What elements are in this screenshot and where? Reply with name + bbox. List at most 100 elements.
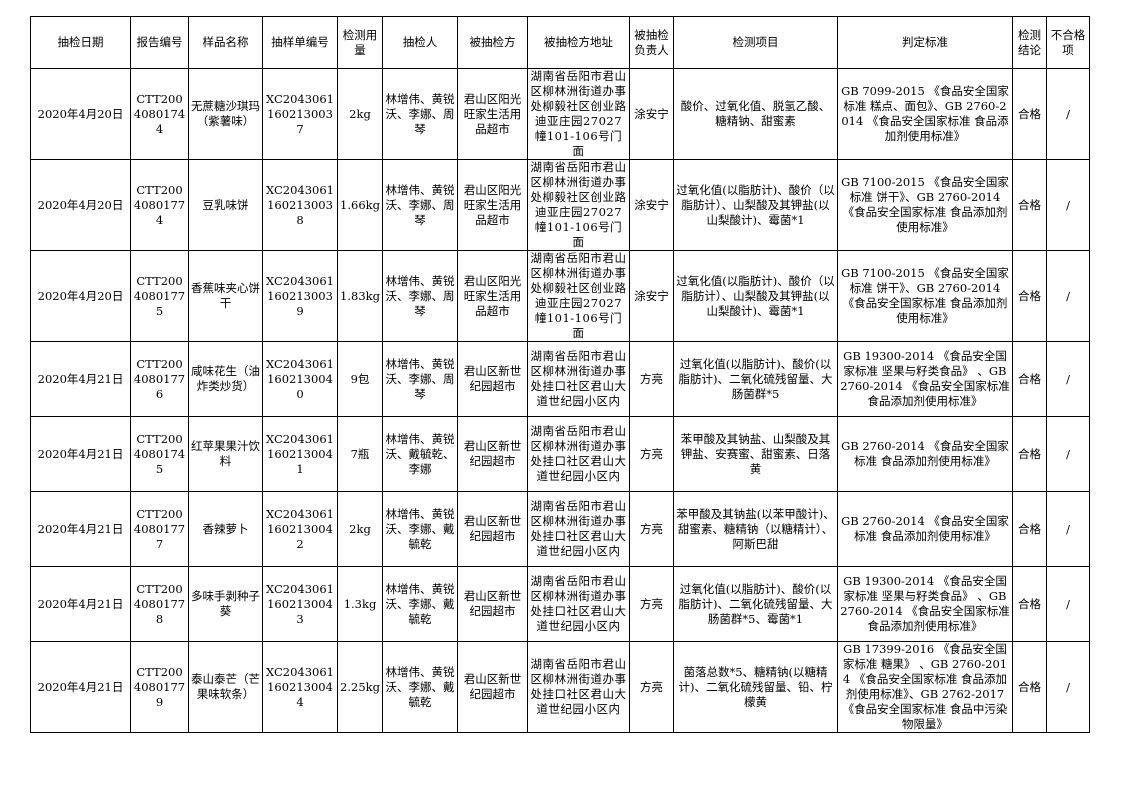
cell-test-items: 过氧化值(以脂肪计)、酸价（以脂肪计）、山梨酸及其钾盐(以山梨酸计)、霉菌*1 xyxy=(673,159,838,251)
cell-conclusion: 合格 xyxy=(1012,416,1047,492)
cell-quantity: 2kg xyxy=(337,68,383,160)
cell-sampling-no: XC20430611602130041 xyxy=(262,416,338,492)
cell-inspector: 林增伟、黄锐沃、李娜、周琴 xyxy=(382,159,458,251)
cell-address: 湖南省岳阳市君山区柳林洲街道办事处挂口社区君山大道世纪园小区内 xyxy=(527,341,630,417)
cell-nonconforming: / xyxy=(1046,159,1090,251)
cell-nonconforming: / xyxy=(1046,641,1090,733)
cell-conclusion: 合格 xyxy=(1012,566,1047,642)
cell-address: 湖南省岳阳市君山区柳林洲街道办事处柳毅社区创业路迪亚庄园27027幢101-10… xyxy=(527,250,630,342)
cell-date: 2020年4月21日 xyxy=(30,416,131,492)
cell-sampling-no: XC20430611602130043 xyxy=(262,566,338,642)
cell-date: 2020年4月20日 xyxy=(30,159,131,251)
cell-inspected-party: 君山区阳光旺家生活用品超市 xyxy=(457,250,528,342)
cell-nonconforming: / xyxy=(1046,491,1090,567)
cell-conclusion: 合格 xyxy=(1012,341,1047,417)
table-row: 2020年4月21日 CTT20040801776 咸味花生（油炸类炒货） XC204… xyxy=(30,341,1090,417)
cell-quantity: 7瓶 xyxy=(337,416,383,492)
cell-address: 湖南省岳阳市君山区柳林洲街道办事处柳毅社区创业路迪亚庄园27027幢101-10… xyxy=(527,159,630,251)
cell-nonconforming: / xyxy=(1046,250,1090,342)
cell-inspected-party: 君山区新世纪园超市 xyxy=(457,341,528,417)
cell-quantity: 1.3kg xyxy=(337,566,383,642)
header-date: 抽检日期 xyxy=(30,16,131,69)
cell-address: 湖南省岳阳市君山区柳林洲街道办事处挂口社区君山大道世纪园小区内 xyxy=(527,491,630,567)
cell-sample-name: 香辣萝卜 xyxy=(188,491,263,567)
cell-conclusion: 合格 xyxy=(1012,159,1047,251)
cell-sampling-no: XC20430611602130040 xyxy=(262,341,338,417)
header-test-items: 检测项目 xyxy=(673,16,838,69)
cell-test-items: 过氧化值(以脂肪计)、酸价(以脂肪计)、二氧化硫残留量、大肠菌群*5、霉菌*1 xyxy=(673,566,838,642)
cell-report-no: CTT20040801745 xyxy=(130,416,189,492)
cell-date: 2020年4月20日 xyxy=(30,250,131,342)
cell-responsible-person: 方亮 xyxy=(629,641,674,733)
cell-test-items: 酸价、过氧化值、脱氢乙酸、糖精钠、甜蜜素 xyxy=(673,68,838,160)
cell-address: 湖南省岳阳市君山区柳林洲街道办事处挂口社区君山大道世纪园小区内 xyxy=(527,641,630,733)
cell-conclusion: 合格 xyxy=(1012,641,1047,733)
header-quantity: 检测用量 xyxy=(337,16,383,69)
cell-conclusion: 合格 xyxy=(1012,68,1047,160)
header-responsible-person: 被抽检负责人 xyxy=(629,16,674,69)
cell-responsible-person: 方亮 xyxy=(629,491,674,567)
cell-nonconforming: / xyxy=(1046,566,1090,642)
cell-sample-name: 泰山泰芒（芒果味软条） xyxy=(188,641,263,733)
cell-date: 2020年4月21日 xyxy=(30,566,131,642)
cell-report-no: CTT20040801776 xyxy=(130,341,189,417)
header-sample-name: 样品名称 xyxy=(188,16,263,69)
cell-inspector: 林增伟、黄锐沃、李娜、周琴 xyxy=(382,68,458,160)
cell-standard: GB 19300-2014 《食品安全国家标准 坚果与籽类食品》 、GB 276… xyxy=(837,566,1013,642)
table-row: 2020年4月20日 CTT20040801775 香蕉味夹心饼干 XC2043061… xyxy=(30,250,1090,342)
table-row: 2020年4月21日 CTT20040801745 红苹果果汁饮料 XC2043061… xyxy=(30,416,1090,492)
cell-report-no: CTT20040801774 xyxy=(130,159,189,251)
cell-nonconforming: / xyxy=(1046,68,1090,160)
cell-standard: GB 7100-2015 《食品安全国家标准 饼干》、GB 2760-2014 … xyxy=(837,250,1013,342)
cell-sample-name: 豆乳味饼 xyxy=(188,159,263,251)
cell-sampling-no: XC20430611602130037 xyxy=(262,68,338,160)
cell-inspector: 林增伟、黄锐沃、李娜、戴毓乾 xyxy=(382,566,458,642)
cell-sample-name: 红苹果果汁饮料 xyxy=(188,416,263,492)
cell-address: 湖南省岳阳市君山区柳林洲街道办事处挂口社区君山大道世纪园小区内 xyxy=(527,566,630,642)
cell-inspector: 林增伟、黄锐沃、李娜、戴毓乾 xyxy=(382,641,458,733)
table-row: 2020年4月21日 CTT20040801777 香辣萝卜 XC2043061160… xyxy=(30,491,1090,567)
cell-address: 湖南省岳阳市君山区柳林洲街道办事处挂口社区君山大道世纪园小区内 xyxy=(527,416,630,492)
cell-quantity: 2.25kg xyxy=(337,641,383,733)
cell-inspector: 林增伟、黄锐沃、李娜、戴毓乾 xyxy=(382,491,458,567)
cell-inspector: 林增伟、黄锐沃、李娜、周琴 xyxy=(382,341,458,417)
cell-conclusion: 合格 xyxy=(1012,491,1047,567)
header-inspected-party: 被抽检方 xyxy=(457,16,528,69)
cell-sample-name: 无蔗糖沙琪玛（紫薯味） xyxy=(188,68,263,160)
cell-inspected-party: 君山区新世纪园超市 xyxy=(457,491,528,567)
header-address: 被抽检方地址 xyxy=(527,16,630,69)
cell-quantity: 1.83kg xyxy=(337,250,383,342)
cell-inspected-party: 君山区新世纪园超市 xyxy=(457,416,528,492)
cell-quantity: 9包 xyxy=(337,341,383,417)
cell-responsible-person: 涂安宁 xyxy=(629,159,674,251)
cell-standard: GB 19300-2014 《食品安全国家标准 坚果与籽类食品》 、GB 276… xyxy=(837,341,1013,417)
table-row: 2020年4月21日 CTT20040801778 多味手剥种子葵 XC2043061… xyxy=(30,566,1090,642)
header-inspector: 抽检人 xyxy=(382,16,458,69)
cell-standard: GB 17399-2016 《食品安全国家标准 糖果》 、GB 2760-201… xyxy=(837,641,1013,733)
cell-responsible-person: 涂安宁 xyxy=(629,68,674,160)
cell-date: 2020年4月21日 xyxy=(30,641,131,733)
inspection-table: 抽检日期 报告编号 样品名称 抽样单编号 检测用量 抽检人 被抽检方 被抽检方地址 被抽检负责人… xyxy=(30,16,1090,733)
cell-standard: GB 2760-2014 《食品安全国家标准 食品添加剂使用标准》 xyxy=(837,491,1013,567)
cell-quantity: 1.66kg xyxy=(337,159,383,251)
cell-sampling-no: XC20430611602130038 xyxy=(262,159,338,251)
cell-inspected-party: 君山区阳光旺家生活用品超市 xyxy=(457,68,528,160)
cell-sampling-no: XC20430611602130039 xyxy=(262,250,338,342)
cell-inspected-party: 君山区新世纪园超市 xyxy=(457,566,528,642)
cell-standard: GB 2760-2014 《食品安全国家标准 食品添加剂使用标准》 xyxy=(837,416,1013,492)
table-row: 2020年4月20日 CTT20040801774 豆乳味饼 XC2043061160… xyxy=(30,159,1090,251)
cell-nonconforming: / xyxy=(1046,416,1090,492)
cell-standard: GB 7099-2015 《食品安全国家标准 糕点、面包》、GB 2760-20… xyxy=(837,68,1013,160)
header-standard: 判定标准 xyxy=(837,16,1013,69)
cell-test-items: 过氧化值(以脂肪计)、酸价（以脂肪计）、山梨酸及其钾盐(以山梨酸计)、霉菌*1 xyxy=(673,250,838,342)
cell-report-no: CTT20040801779 xyxy=(130,641,189,733)
table-row: 2020年4月21日 CTT20040801779 泰山泰芒（芒果味软条） XC204… xyxy=(30,641,1090,733)
cell-inspector: 林增伟、黄锐沃、李娜、周琴 xyxy=(382,250,458,342)
cell-report-no: CTT20040801744 xyxy=(130,68,189,160)
cell-nonconforming: / xyxy=(1046,341,1090,417)
cell-inspected-party: 君山区阳光旺家生活用品超市 xyxy=(457,159,528,251)
cell-test-items: 过氧化值(以脂肪计)、酸价(以脂肪计)、二氧化硫残留量、大肠菌群*5 xyxy=(673,341,838,417)
cell-sample-name: 香蕉味夹心饼干 xyxy=(188,250,263,342)
header-conclusion: 检测结论 xyxy=(1012,16,1047,69)
header-report-no: 报告编号 xyxy=(130,16,189,69)
